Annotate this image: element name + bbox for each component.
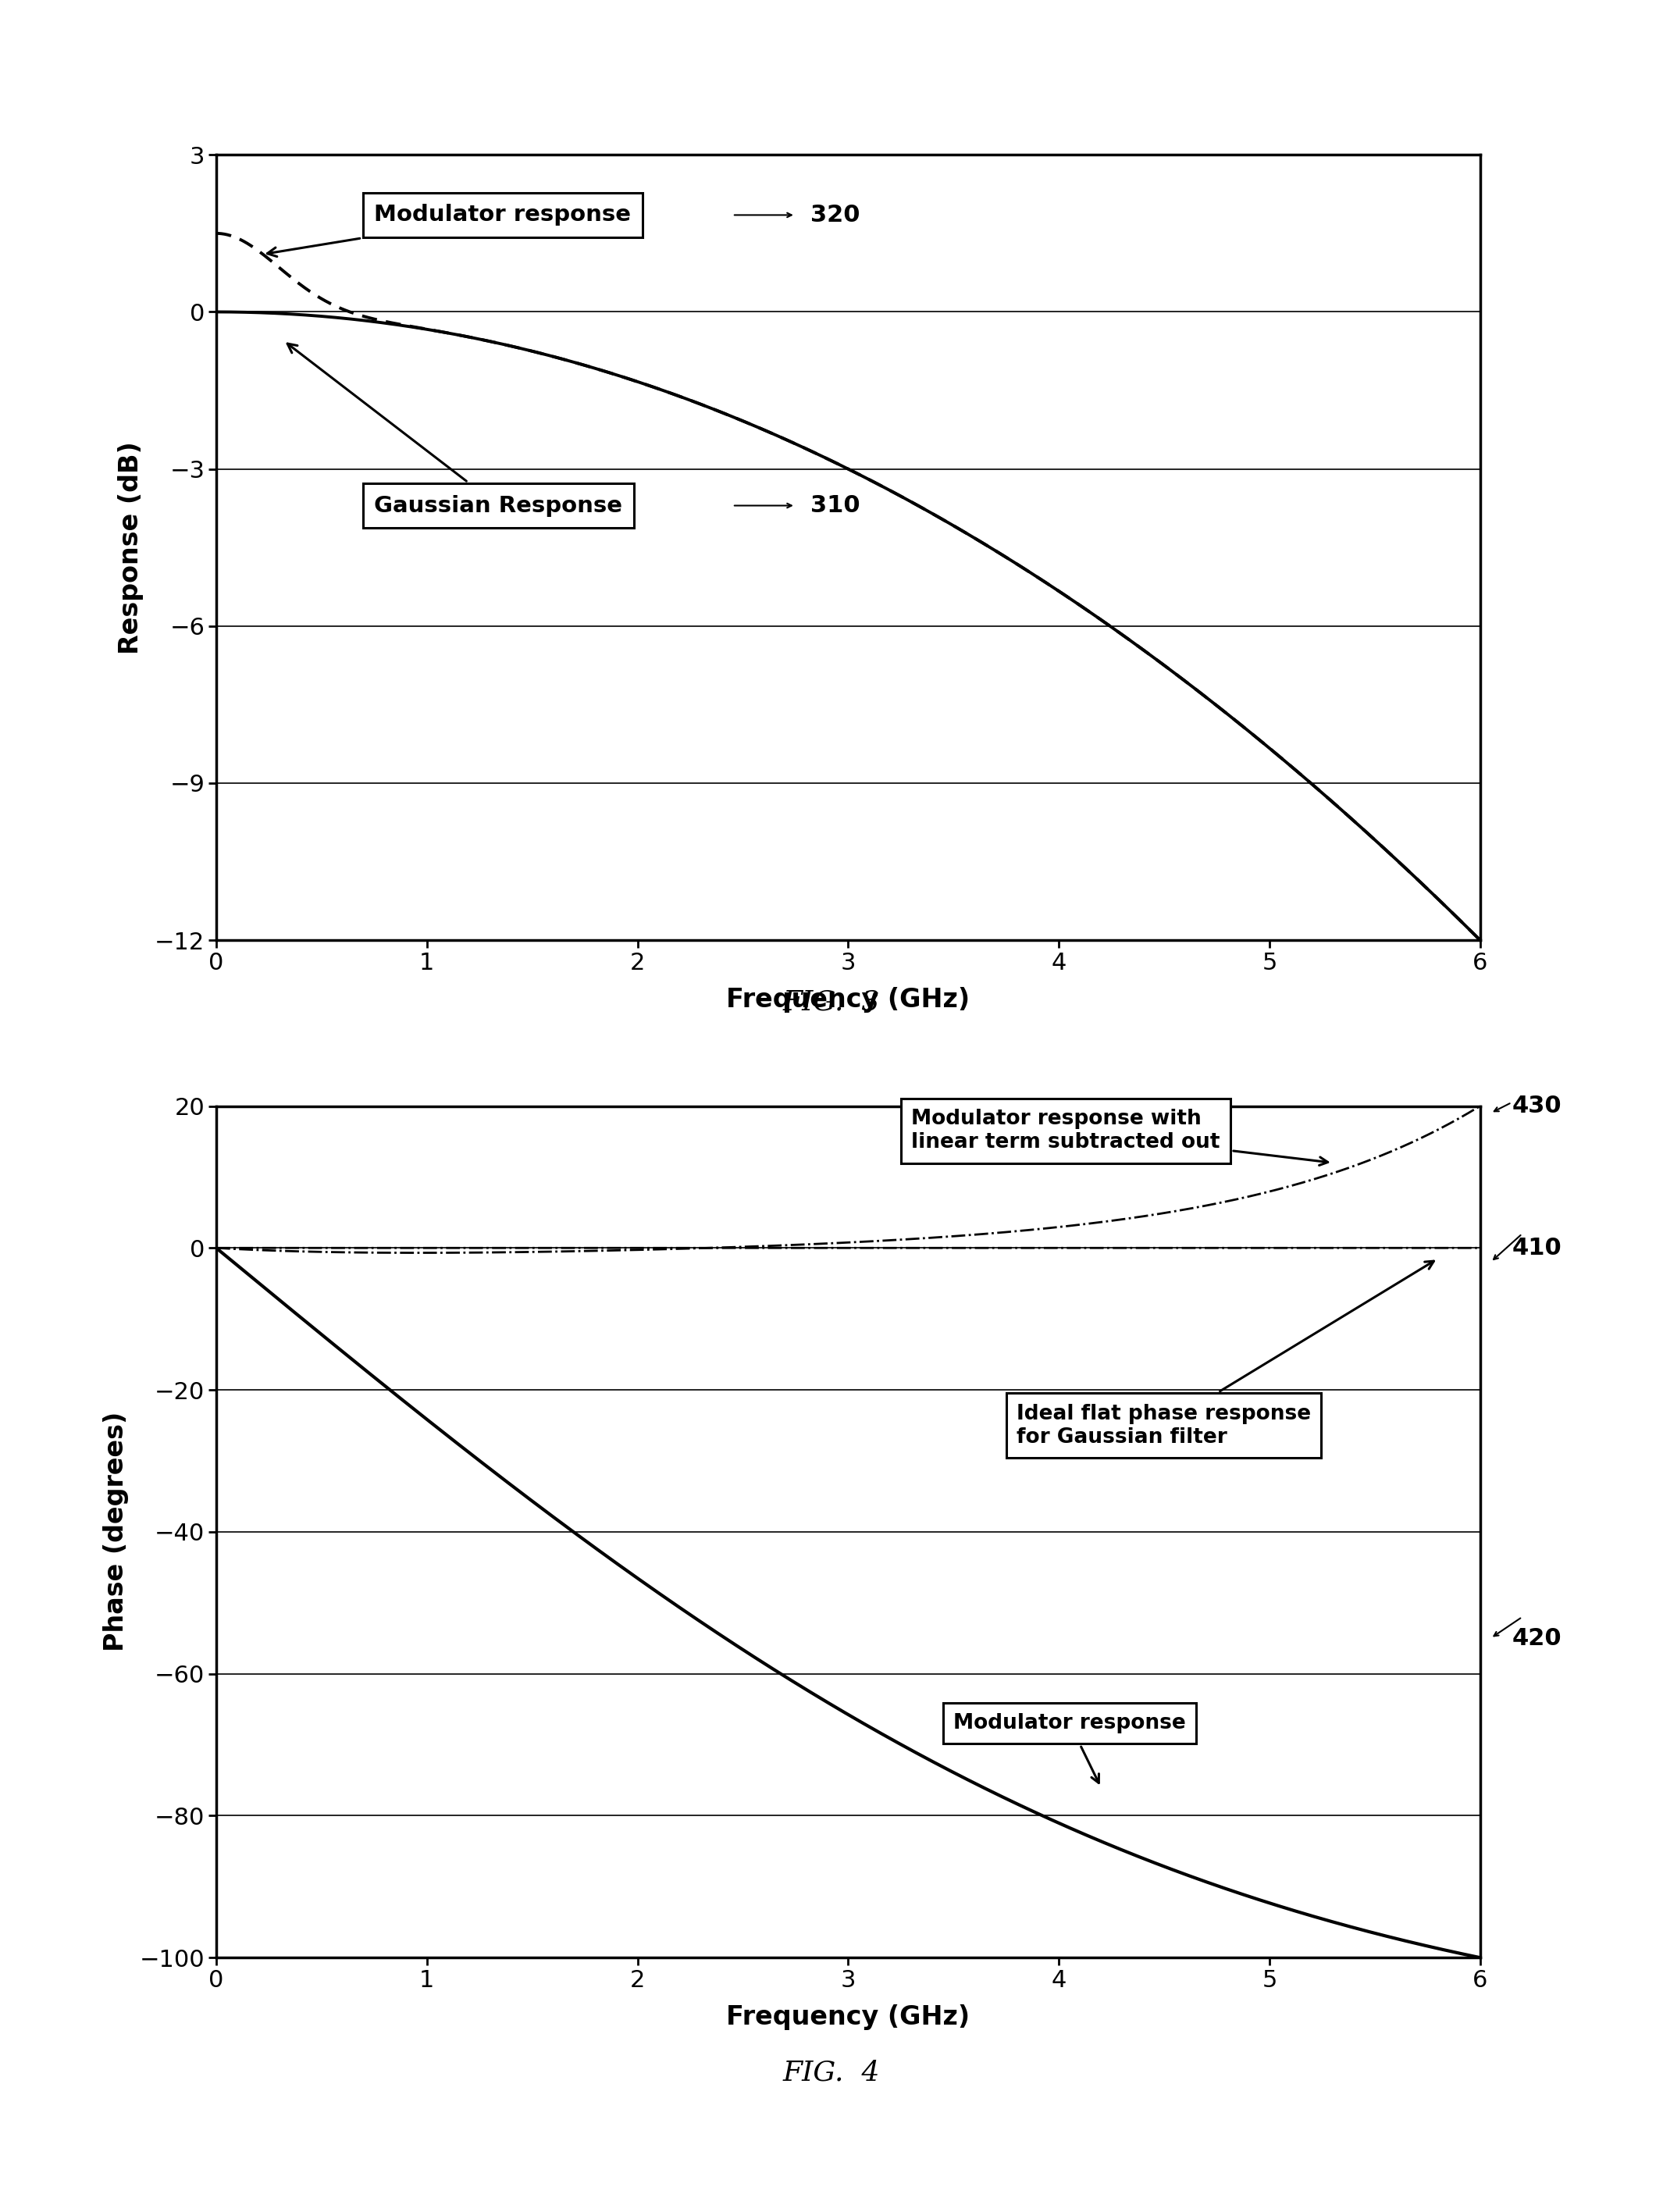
Y-axis label: Phase (degrees): Phase (degrees)	[103, 1411, 128, 1652]
Text: 420: 420	[1512, 1628, 1562, 1650]
Text: Ideal flat phase response
for Gaussian filter: Ideal flat phase response for Gaussian f…	[1016, 1261, 1434, 1447]
Text: FIG.  4: FIG. 4	[783, 2059, 880, 2086]
Y-axis label: Response (dB): Response (dB)	[118, 440, 143, 655]
Text: FIG.  3: FIG. 3	[783, 989, 880, 1015]
Text: Modulator response: Modulator response	[268, 204, 630, 257]
Text: 430: 430	[1512, 1095, 1562, 1117]
X-axis label: Frequency (GHz): Frequency (GHz)	[727, 2004, 970, 2031]
Text: 410: 410	[1512, 1237, 1562, 1259]
X-axis label: Frequency (GHz): Frequency (GHz)	[727, 987, 970, 1013]
Text: 310: 310	[810, 493, 860, 518]
Text: Modulator response: Modulator response	[953, 1714, 1186, 1783]
Text: Modulator response with
linear term subtracted out: Modulator response with linear term subt…	[911, 1108, 1327, 1166]
Text: 320: 320	[810, 204, 860, 226]
Text: Gaussian Response: Gaussian Response	[288, 343, 622, 518]
